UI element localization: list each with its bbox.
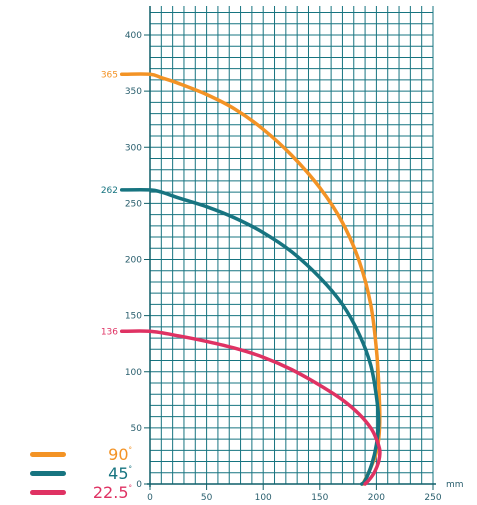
x-tick-label: 250 bbox=[424, 493, 441, 503]
series-start-label: 262 bbox=[101, 186, 118, 196]
legend-swatch bbox=[30, 490, 66, 495]
x-tick-label: 150 bbox=[311, 493, 328, 503]
y-tick-label: 100 bbox=[125, 368, 142, 378]
series-line bbox=[119, 187, 381, 486]
legend-item: 45° bbox=[30, 464, 140, 484]
x-tick-label: 0 bbox=[147, 493, 153, 503]
series-line bbox=[119, 329, 382, 486]
y-tick-label: 250 bbox=[125, 199, 142, 209]
series-lines bbox=[119, 72, 382, 486]
y-tick-label: 50 bbox=[131, 424, 143, 434]
legend: 90° 45° 22.5° bbox=[30, 445, 140, 503]
y-tick-label: 350 bbox=[125, 87, 142, 97]
y-tick-label: 0 bbox=[136, 480, 142, 490]
x-tick-label: 100 bbox=[255, 493, 272, 503]
x-tick-label: 200 bbox=[368, 493, 385, 503]
legend-item: 22.5° bbox=[30, 483, 140, 503]
y-tick-label: 150 bbox=[125, 312, 142, 322]
legend-swatch bbox=[30, 452, 66, 457]
x-axis-unit: mm bbox=[446, 480, 464, 490]
legend-label: 90° bbox=[108, 445, 132, 464]
y-tick-label: 200 bbox=[125, 256, 142, 266]
legend-swatch bbox=[30, 471, 66, 476]
tick-labels: 0 50 100 150 200 250 300 350 400 0 50 100 150 200 250 bbox=[125, 31, 442, 503]
start-value-labels: 365 262 136 bbox=[101, 70, 118, 337]
y-tick-label: 400 bbox=[125, 31, 142, 41]
legend-label: 22.5° bbox=[92, 483, 132, 502]
axes bbox=[144, 6, 436, 490]
series-start-label: 365 bbox=[101, 70, 118, 80]
legend-item: 90° bbox=[30, 445, 140, 465]
series-start-label: 136 bbox=[101, 327, 118, 337]
legend-label: 45° bbox=[108, 464, 132, 483]
x-tick-label: 50 bbox=[201, 493, 213, 503]
y-tick-label: 300 bbox=[125, 143, 142, 153]
grid bbox=[149, 6, 434, 485]
